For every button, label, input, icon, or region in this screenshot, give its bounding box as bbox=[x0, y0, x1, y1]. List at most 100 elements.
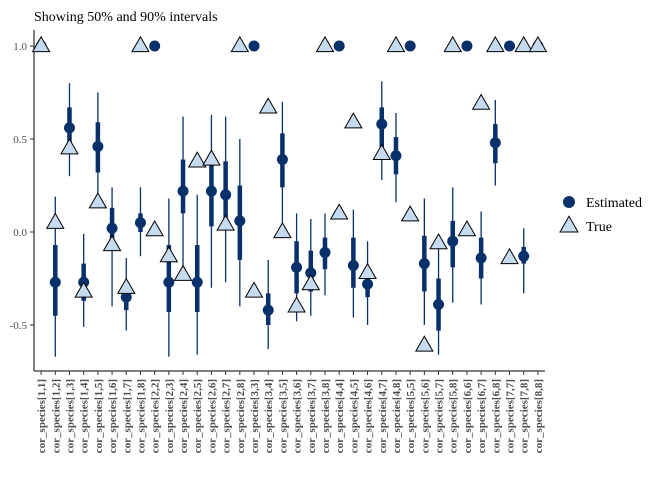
x-tick-label: cor_species[7,8] bbox=[519, 379, 531, 453]
true-point bbox=[485, 35, 505, 53]
x-tick-label: cor_species[4,5] bbox=[348, 379, 360, 453]
x-tick-label: cor_species[6,6] bbox=[462, 379, 474, 453]
x-tick-label: cor_species[2,7] bbox=[221, 379, 233, 453]
estimated-point bbox=[489, 137, 501, 149]
estimated-point bbox=[333, 40, 345, 52]
x-tick-label: cor_species[4,8] bbox=[391, 379, 403, 453]
x-tick-label: cor_species[2,5] bbox=[192, 379, 204, 453]
chart-title: Showing 50% and 90% intervals bbox=[34, 10, 218, 25]
estimated-point bbox=[92, 140, 104, 152]
x-tick-label: cor_species[2,8] bbox=[235, 379, 247, 453]
true-point bbox=[244, 281, 264, 298]
estimated-point bbox=[149, 40, 161, 52]
true-point bbox=[187, 151, 207, 168]
estimated-point bbox=[163, 276, 175, 288]
x-tick-label: cor_species[5,7] bbox=[434, 379, 446, 453]
true-point bbox=[131, 35, 150, 53]
true-point bbox=[102, 234, 122, 252]
x-tick-label: cor_species[2,4] bbox=[178, 379, 190, 453]
estimated-point bbox=[404, 40, 416, 52]
true-point bbox=[514, 35, 534, 53]
estimated-point bbox=[362, 278, 374, 290]
true-point bbox=[358, 262, 377, 280]
x-tick-label: cor_species[4,4] bbox=[334, 379, 346, 453]
x-tick-label: cor_species[4,7] bbox=[377, 379, 389, 453]
estimated-point bbox=[305, 267, 317, 279]
true-point bbox=[230, 35, 250, 53]
estimated-point bbox=[205, 185, 217, 197]
estimated-point bbox=[49, 276, 61, 288]
true-point bbox=[528, 35, 548, 53]
true-point bbox=[74, 281, 94, 298]
x-tick-label: cor_species[7,7] bbox=[505, 379, 517, 453]
true-point bbox=[159, 246, 179, 263]
x-tick-label: cor_species[1,6] bbox=[107, 379, 119, 453]
true-point bbox=[60, 138, 79, 155]
true-point bbox=[145, 219, 165, 237]
true-point bbox=[429, 232, 448, 250]
y-tick-label: 1.0 bbox=[13, 41, 27, 53]
x-tick-label: cor_species[2,3] bbox=[164, 379, 176, 453]
true-point bbox=[315, 35, 335, 53]
x-tick-label: cor_species[5,6] bbox=[419, 379, 431, 453]
legend-estimated-label: Estimated bbox=[586, 196, 642, 211]
estimated-point bbox=[347, 259, 359, 271]
x-tick-label: cor_species[5,5] bbox=[405, 379, 417, 453]
chart-marks bbox=[31, 35, 548, 357]
estimated-point bbox=[390, 150, 402, 162]
x-tick-label: cor_species[3,3] bbox=[249, 379, 261, 453]
legend-estimated-symbol bbox=[563, 196, 575, 208]
true-point bbox=[116, 277, 136, 294]
estimated-point bbox=[177, 185, 189, 197]
estimated-point bbox=[191, 276, 203, 288]
estimated-point bbox=[433, 299, 445, 311]
true-point bbox=[216, 214, 235, 231]
x-tick-label: cor_species[1,2] bbox=[50, 379, 62, 453]
x-tick-label: cor_species[5,8] bbox=[448, 379, 460, 453]
x-tick-label: cor_species[1,3] bbox=[64, 379, 76, 453]
true-point bbox=[287, 296, 306, 313]
estimated-point bbox=[106, 222, 118, 234]
estimated-point bbox=[291, 261, 303, 273]
estimated-point bbox=[418, 258, 430, 270]
x-tick-label: cor_species[3,4] bbox=[263, 379, 275, 453]
estimated-point bbox=[120, 291, 132, 303]
estimated-point bbox=[262, 304, 274, 316]
true-point bbox=[45, 212, 65, 229]
x-tick-label: cor_species[6,7] bbox=[476, 379, 488, 453]
legend: Estimated True bbox=[559, 196, 642, 235]
true-point bbox=[386, 35, 406, 53]
x-tick-label: cor_species[6,8] bbox=[490, 379, 502, 453]
true-point bbox=[344, 112, 363, 129]
x-tick-label: cor_species[4,6] bbox=[363, 379, 375, 453]
y-tick-label: -0.5 bbox=[10, 320, 28, 332]
true-point bbox=[258, 97, 278, 114]
x-tick-label: cor_species[1,4] bbox=[79, 379, 91, 453]
y-tick-label: 0.0 bbox=[13, 227, 27, 239]
estimated-point bbox=[63, 122, 75, 134]
true-point bbox=[443, 35, 463, 53]
estimated-point bbox=[447, 235, 459, 247]
estimated-point bbox=[234, 215, 246, 227]
x-tick-label: cor_species[3,7] bbox=[306, 379, 318, 453]
estimated-point bbox=[319, 246, 331, 258]
true-point bbox=[372, 143, 392, 161]
true-point bbox=[301, 273, 321, 291]
true-point bbox=[329, 203, 349, 220]
true-point bbox=[471, 93, 491, 110]
estimated-point bbox=[504, 40, 516, 52]
true-point bbox=[500, 247, 519, 265]
estimated-point bbox=[220, 189, 232, 201]
y-tick-label: 0.5 bbox=[13, 134, 27, 146]
x-tick-label: cor_species[1,7] bbox=[121, 379, 133, 453]
true-point bbox=[457, 219, 477, 237]
estimated-point bbox=[376, 118, 388, 130]
true-point bbox=[88, 192, 108, 209]
x-tick-label: cor_species[3,8] bbox=[320, 379, 332, 453]
true-point bbox=[31, 35, 51, 53]
estimated-point bbox=[276, 153, 288, 165]
true-point bbox=[414, 335, 434, 352]
estimated-point bbox=[461, 40, 473, 52]
